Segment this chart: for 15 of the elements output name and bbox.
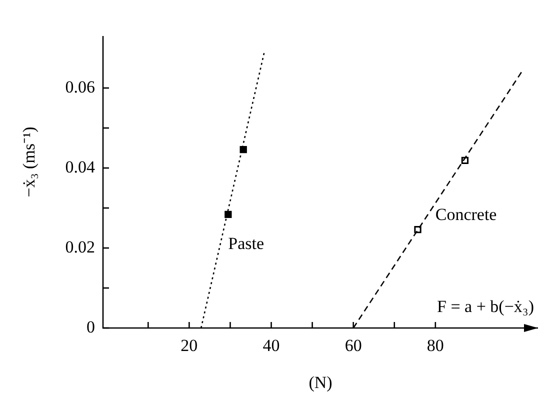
y-tick-label: 0.02 <box>65 237 95 256</box>
series-label: Paste <box>228 234 264 254</box>
y-tick-label: 0 <box>86 317 95 336</box>
x-tick-label: 20 <box>180 336 198 355</box>
point <box>224 210 232 218</box>
x-axis-title: (N) <box>308 372 332 392</box>
series-label: Concrete <box>435 204 497 224</box>
y-axis-title: −ẋ₃ (ms⁻¹) <box>19 126 38 198</box>
y-tick-label: 0.06 <box>65 77 95 96</box>
annotation: F = a + b(−ẋ₃) <box>436 296 534 316</box>
x-tick-label: 40 <box>262 336 280 355</box>
y-tick-label: 0.04 <box>65 157 96 176</box>
x-tick-label: 60 <box>344 336 362 355</box>
x-tick-label: 80 <box>426 336 444 355</box>
point <box>240 146 247 154</box>
